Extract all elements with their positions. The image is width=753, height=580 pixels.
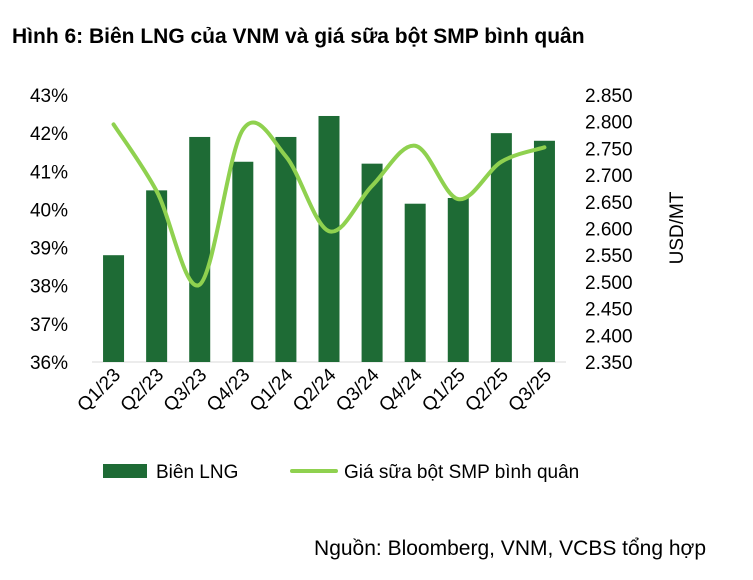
left-tick-label: 38% — [30, 277, 68, 298]
bar-series — [103, 115, 555, 362]
bar — [447, 197, 469, 362]
right-tick-label: 2.500 — [585, 273, 633, 294]
right-tick-label: 2.650 — [585, 193, 633, 214]
x-tick-label: Q3/25 — [505, 365, 556, 416]
left-tick-label: 39% — [30, 239, 68, 260]
x-tick-label: Q2/24 — [289, 364, 341, 416]
left-tick-label: 36% — [30, 353, 68, 374]
bar — [361, 163, 383, 362]
x-tick-label: Q2/23 — [117, 365, 168, 416]
right-tick-label: 2.550 — [585, 246, 633, 267]
legend-bar-swatch — [103, 464, 147, 478]
right-tick-label: 2.400 — [585, 326, 633, 347]
x-tick-label: Q3/23 — [160, 365, 211, 416]
right-tick-label: 2.750 — [585, 139, 633, 160]
left-tick-label: 42% — [30, 124, 68, 145]
right-tick-label: 2.450 — [585, 300, 633, 321]
legend-bar-label: Biên LNG — [156, 462, 238, 483]
right-tick-label: 2.800 — [585, 113, 633, 134]
x-axis: Q1/23Q2/23Q3/23Q4/23Q1/24Q2/24Q3/24Q4/24… — [74, 364, 556, 416]
legend-line-label: Giá sữa bột SMP bình quân — [344, 462, 579, 483]
chart-title: Hình 6: Biên LNG của VNM và giá sữa bột … — [12, 25, 585, 48]
right-tick-label: 2.600 — [585, 220, 633, 241]
x-tick-label: Q3/24 — [332, 364, 384, 416]
left-tick-label: 41% — [30, 162, 68, 183]
bar — [103, 255, 125, 362]
right-tick-label: 2.350 — [585, 353, 633, 374]
right-tick-label: 2.850 — [585, 86, 633, 107]
left-tick-label: 40% — [30, 200, 68, 221]
x-tick-label: Q1/24 — [246, 364, 298, 416]
x-tick-label: Q2/25 — [461, 365, 512, 416]
left-tick-label: 37% — [30, 315, 68, 336]
bar — [146, 190, 168, 362]
left-axis: 36% 37% 38% 39% 40% 41% 42% 43% — [30, 86, 68, 374]
left-tick-label: 43% — [30, 86, 68, 107]
smp-price-line — [111, 120, 547, 288]
bar — [275, 136, 297, 362]
right-axis: 2.350 2.400 2.450 2.500 2.550 2.600 2.650 2.700… — [585, 86, 633, 374]
bar — [404, 203, 426, 362]
legend: Biên LNG Giá sữa bột SMP bình quân — [103, 462, 579, 483]
bar — [318, 115, 340, 362]
bar — [490, 133, 512, 362]
x-tick-label: Q4/23 — [203, 365, 254, 416]
source-note: Nguồn: Bloomberg, VNM, VCBS tổng hợp — [314, 537, 706, 560]
x-tick-label: Q1/23 — [74, 365, 125, 416]
x-tick-label: Q4/24 — [375, 364, 427, 416]
bar — [189, 136, 211, 362]
bar — [533, 140, 555, 362]
bar — [232, 161, 254, 362]
right-axis-label: USD/MT — [667, 191, 688, 264]
right-tick-label: 2.700 — [585, 166, 633, 187]
x-tick-label: Q1/25 — [418, 365, 469, 416]
